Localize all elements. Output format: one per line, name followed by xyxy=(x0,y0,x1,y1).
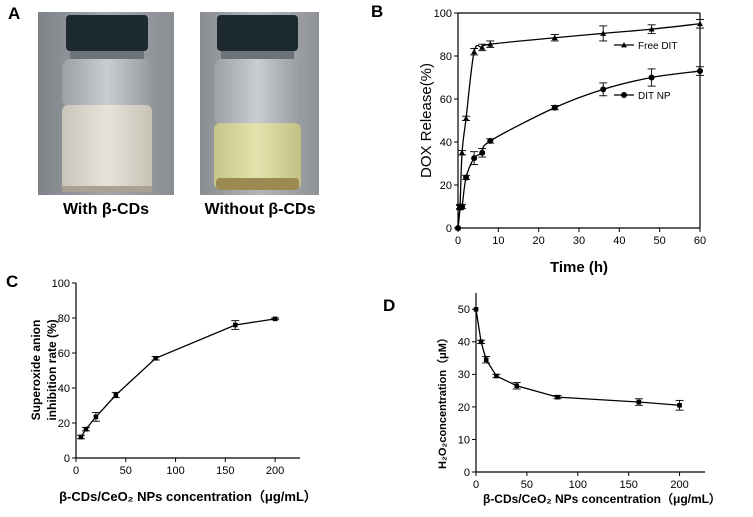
data-point xyxy=(463,174,470,181)
data-point xyxy=(153,355,158,361)
y-tick-label: 0 xyxy=(446,223,452,235)
y-tick-label: 40 xyxy=(458,337,470,349)
x-tick-label: 50 xyxy=(654,235,666,247)
y-tick-label: 100 xyxy=(434,8,452,20)
data-point xyxy=(479,44,486,50)
x-tick-label: 0 xyxy=(473,479,479,491)
x-tick-label: 150 xyxy=(619,479,637,491)
data-point xyxy=(677,402,682,408)
x-tick-label: 100 xyxy=(166,465,184,477)
y-tick-label: 10 xyxy=(458,434,470,446)
data-point xyxy=(455,225,461,231)
data-point xyxy=(78,434,84,440)
x-tick-label: 20 xyxy=(533,235,545,247)
y-tick-label: 20 xyxy=(58,418,70,430)
x-axis-label: β-CDs/CeO₂ NPs concentration（μg/mL） xyxy=(59,489,317,504)
y-tick-label: 20 xyxy=(458,402,470,414)
y-axis-label: Superoxide anion inhibition rate (%) xyxy=(29,319,59,420)
y-tick-label: 80 xyxy=(58,313,70,325)
data-point xyxy=(555,394,560,400)
y-axis-label: DOX Release(%) xyxy=(418,63,435,178)
data-point xyxy=(697,68,703,75)
data-point xyxy=(600,86,607,93)
legend-marker xyxy=(621,92,627,98)
panel-letter-d: D xyxy=(383,296,396,315)
y-tick-label: 0 xyxy=(64,453,70,465)
data-point xyxy=(551,34,558,41)
y-tick-label: 0 xyxy=(464,467,470,479)
y-tick-label: 20 xyxy=(440,180,452,192)
data-point xyxy=(473,306,479,312)
y-tick-label: 40 xyxy=(58,383,70,395)
data-point xyxy=(272,316,278,322)
panel-letter-a: A xyxy=(8,4,21,23)
data-point xyxy=(514,383,520,389)
x-tick-label: 200 xyxy=(266,465,284,477)
data-point xyxy=(463,115,470,121)
x-tick-label: 150 xyxy=(216,465,234,477)
x-tick-label: 30 xyxy=(573,235,585,247)
data-point xyxy=(83,426,89,432)
x-tick-label: 0 xyxy=(455,235,461,247)
y-axis-label-line: Superoxide anion xyxy=(29,320,43,421)
x-tick-label: 0 xyxy=(73,465,79,477)
x-axis-label: β-CDs/CeO₂ NPs concentration（μg/mL） xyxy=(483,491,721,506)
x-tick-label: 50 xyxy=(521,479,533,491)
y-tick-label: 50 xyxy=(458,304,470,316)
data-point xyxy=(648,26,655,32)
data-point xyxy=(479,149,486,156)
x-tick-label: 10 xyxy=(492,235,504,247)
data-point xyxy=(471,48,478,55)
data-point xyxy=(232,322,238,328)
data-point xyxy=(459,149,466,156)
legend-label: Free DIT xyxy=(638,41,677,52)
data-point xyxy=(636,399,642,405)
y-tick-label: 80 xyxy=(440,51,452,63)
data-point xyxy=(487,137,494,144)
y-tick-label: 30 xyxy=(458,369,470,381)
data-point xyxy=(494,373,499,379)
data-point xyxy=(600,30,607,36)
y-tick-label: 60 xyxy=(440,94,452,106)
y-tick-label: 40 xyxy=(440,137,452,149)
x-tick-label: 60 xyxy=(694,235,706,247)
x-axis-label: Time (h) xyxy=(550,259,608,276)
data-point xyxy=(483,357,489,363)
legend-label: DIT NP xyxy=(638,91,671,102)
data-point xyxy=(471,155,478,162)
data-point xyxy=(551,104,558,111)
x-tick-label: 100 xyxy=(569,479,587,491)
series-line-0 xyxy=(475,309,680,406)
legend-marker xyxy=(621,42,627,48)
panel-letter-c: C xyxy=(6,272,19,291)
data-point xyxy=(478,339,484,345)
panel-letter-b: B xyxy=(371,2,384,21)
y-tick-label: 100 xyxy=(52,278,70,290)
x-tick-label: 200 xyxy=(670,479,688,491)
y-axis-label-line: inhibition rate (%) xyxy=(45,319,59,420)
data-point xyxy=(113,392,119,398)
caption-with-cds: With β-CDs xyxy=(62,201,150,218)
y-tick-label: 60 xyxy=(58,348,70,360)
data-point xyxy=(93,414,99,420)
x-tick-label: 50 xyxy=(120,465,132,477)
data-point xyxy=(648,74,655,81)
data-point xyxy=(697,20,703,27)
data-point xyxy=(487,41,494,47)
caption-without-cds: Without β-CDs xyxy=(204,201,316,218)
data-point xyxy=(459,203,466,210)
y-axis-label: H₂O₂concentration（μM） xyxy=(436,332,449,469)
x-tick-label: 40 xyxy=(613,235,625,247)
